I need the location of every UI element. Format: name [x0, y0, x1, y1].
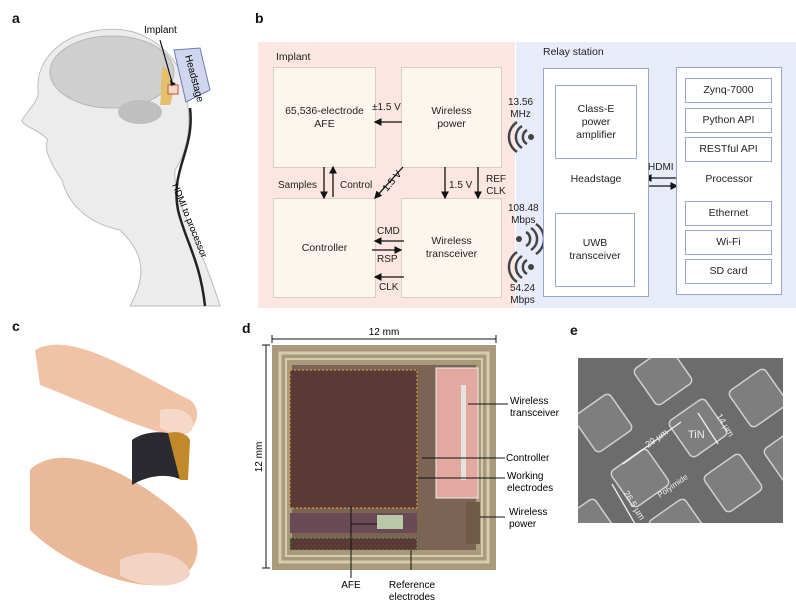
wireless-transceiver-block: Wireless transceiver [401, 198, 502, 298]
head-illustration: Implant Headstage HDMI to processor [21, 25, 221, 307]
chip-height-label: 12 mm [254, 442, 265, 473]
working-electrodes-callout: Working electrodes [507, 471, 553, 494]
processor-item-zynq: Zynq-7000 [685, 78, 772, 103]
processor-item-ethernet: Ethernet [685, 201, 772, 226]
panel-label-d: d [242, 320, 251, 336]
processor-block: Processor [676, 67, 782, 295]
1.5v-label: 1.5 V [449, 180, 473, 191]
diag-1.5v-label: 1.5 V [381, 169, 405, 194]
hdmi-label: HDMI [648, 162, 674, 173]
block-arrows: 1.5 V [320, 118, 680, 284]
samples-label: Samples [278, 180, 317, 191]
panel-label-e: e [570, 322, 578, 338]
rsp-label: RSP [377, 254, 398, 265]
class-e-amplifier-block: Class-E power amplifier [555, 85, 637, 159]
afe-callout: AFE [341, 580, 361, 591]
control-label: Control [340, 180, 373, 191]
relay-title: Relay station [543, 46, 604, 58]
sem-image: 29 µm 14 µm 26.5 µm Polyimide TiN [578, 358, 783, 523]
controller-callout: Controller [506, 453, 550, 464]
panel-label-a: a [12, 10, 20, 26]
panel-label-b: b [255, 10, 264, 26]
wireless-power-callout: Wireless power [509, 507, 547, 530]
panel-label-c: c [12, 318, 20, 334]
afe-block: 65,536-electrode AFE [273, 67, 376, 168]
processor-item-sd-card: SD card [685, 259, 772, 284]
downlink-rate-label: 54.24 Mbps [510, 283, 536, 306]
implant-photo [30, 344, 198, 586]
refclk-label: REF CLK [486, 174, 506, 197]
cmd-label: CMD [377, 226, 400, 237]
reference-electrodes-callout: Reference electrodes [389, 580, 436, 603]
chip-micrograph: 12 mm 12 mm Wireless transceiver Controll… [254, 327, 560, 603]
tin-label: TiN [688, 429, 705, 441]
controller-block: Controller [273, 198, 376, 298]
uwb-transceiver-block: UWB transceiver [555, 213, 635, 287]
pm15v-label: ±1.5 V [372, 102, 401, 113]
clk-label: CLK [379, 282, 399, 293]
wireless-transceiver-callout: Wireless transceiver [510, 396, 560, 419]
wireless-power-block: Wireless power [401, 67, 502, 168]
reference-electrodes-region [289, 537, 418, 551]
wireless-icons [507, 120, 546, 284]
processor-item-python-api: Python API [685, 108, 772, 133]
implant-label: Implant [144, 25, 177, 36]
chip-width-label: 12 mm [369, 327, 400, 338]
processor-item-wifi: Wi-Fi [685, 230, 772, 255]
power-frequency-label: 13.56 MHz [508, 97, 534, 120]
working-electrodes-region [289, 369, 418, 509]
implant-title: Implant [276, 51, 311, 63]
uplink-rate-label: 108.48 Mbps [508, 203, 539, 226]
processor-item-restful-api: RESTful API [685, 137, 772, 162]
